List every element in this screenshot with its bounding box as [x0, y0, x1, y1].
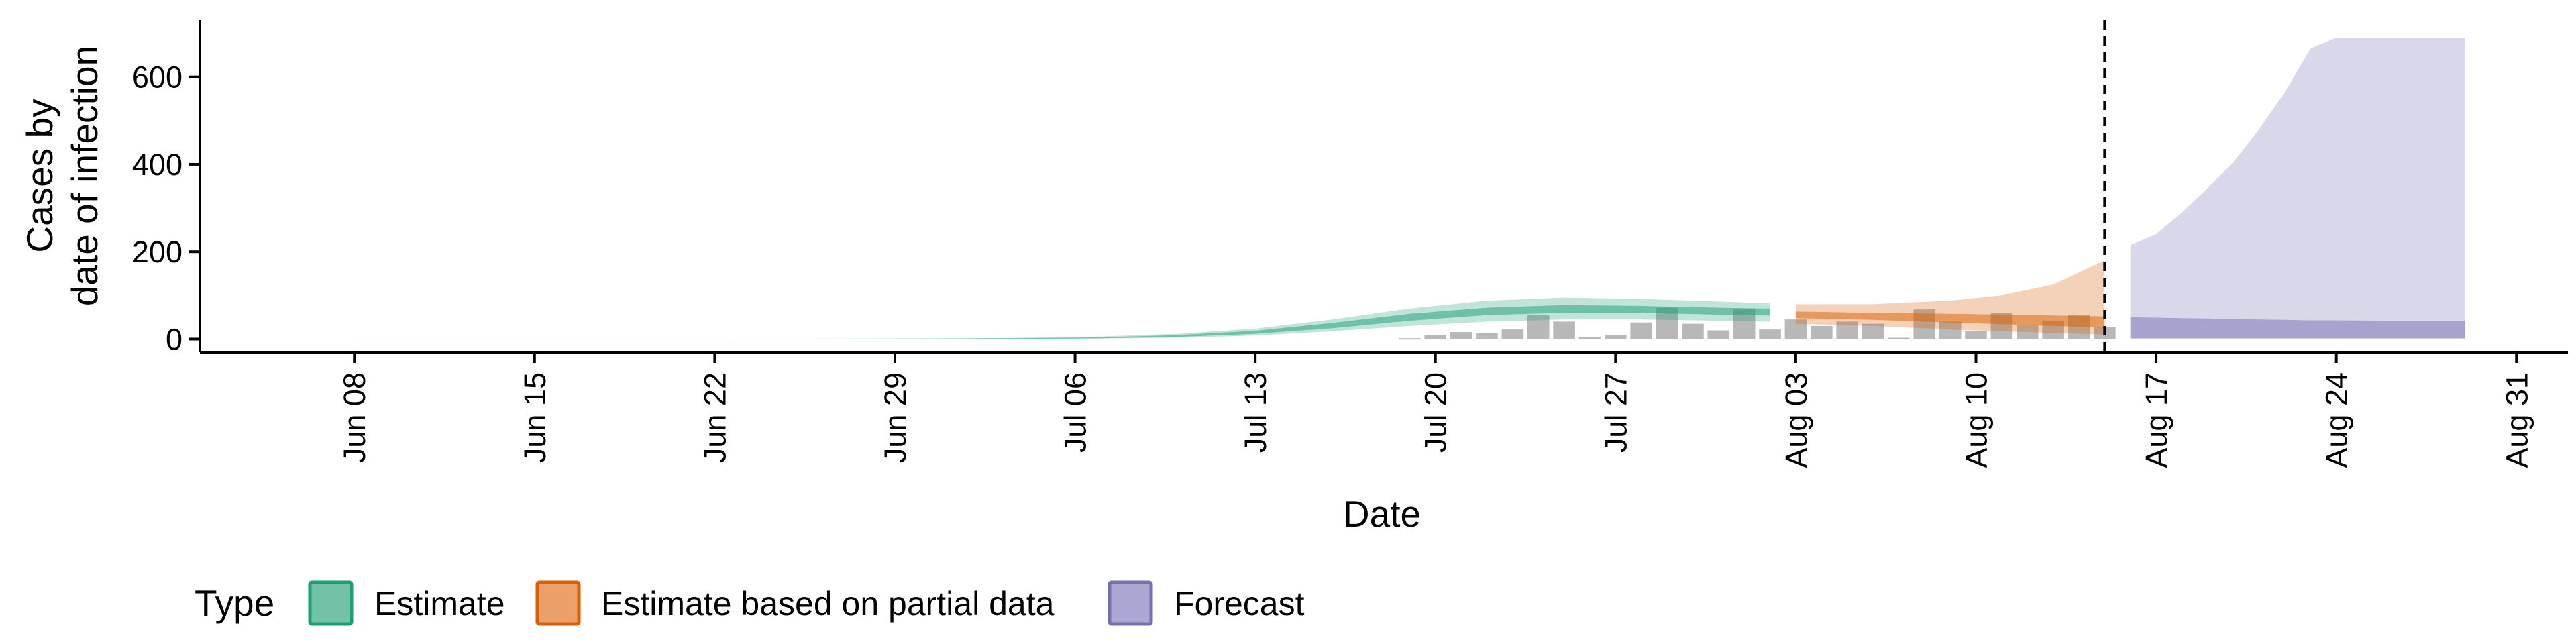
series-outer-band [2130, 38, 2465, 339]
y-axis-title-line-2: date of infection [64, 46, 105, 306]
x-tick-label: Aug 31 [2500, 372, 2534, 468]
series-estimate-based-on-partial-data [1795, 260, 2105, 335]
series-inner-band [303, 305, 1770, 339]
observed-cases-bar [1578, 337, 1601, 339]
observed-cases-bar [1527, 315, 1550, 339]
series-inner-band [2130, 317, 2465, 339]
y-tick-label: 0 [166, 322, 182, 356]
observed-cases-bar [1424, 334, 1447, 339]
axes [199, 20, 2568, 354]
observed-cases-bar [1630, 322, 1653, 339]
x-tick-label: Jun 29 [878, 372, 912, 463]
y-tick-label: 600 [132, 60, 182, 95]
observed-cases-bar [1810, 325, 1833, 339]
observed-cases-bar [1450, 332, 1472, 339]
legend: Type Estimate Estimate based on partial … [195, 580, 1305, 626]
y-axis-title-line-1: Cases by [19, 99, 60, 253]
observed-cases-bar [1707, 330, 1730, 339]
x-tick-label: Aug 03 [1779, 372, 1813, 468]
observed-cases-bar [1605, 334, 1627, 339]
legend-label-forecast: Forecast [1174, 585, 1305, 623]
x-tick-label: Aug 17 [2139, 372, 2174, 468]
series-bands [303, 38, 2465, 339]
x-tick-label: Aug 10 [1960, 372, 1994, 468]
y-tick-label: 400 [132, 148, 182, 182]
observed-cases-bar [1862, 323, 1884, 339]
series-outer-band [303, 297, 1770, 339]
observed-cases-bar [1682, 323, 1704, 339]
series-inner-band [1795, 311, 2105, 328]
observed-cases-bar [1476, 333, 1498, 339]
observed-cases-bar [1501, 329, 1524, 339]
observed-cases-bar [1759, 329, 1781, 339]
x-axis-title: Date [1343, 493, 1421, 535]
legend-label-partial: Estimate based on partial data [601, 585, 1055, 623]
x-tick-label: Jun 22 [698, 372, 732, 463]
series-estimate [303, 297, 1770, 339]
y-tick-label: 200 [132, 235, 182, 269]
y-axis-ticks: 0 200 400 600 [132, 60, 200, 356]
x-tick-label: Jul 13 [1238, 372, 1273, 453]
observed-cases-bar [1553, 321, 1575, 339]
x-tick-label: Jul 20 [1419, 372, 1453, 453]
observed-cases-bar [1939, 321, 1962, 339]
x-tick-label: Jun 15 [518, 372, 552, 463]
legend-label-estimate: Estimate [374, 585, 505, 623]
observed-cases-bar [1399, 338, 1421, 340]
x-tick-label: Aug 24 [2320, 372, 2354, 468]
x-tick-label: Jul 27 [1599, 372, 1633, 453]
observed-cases-bar [1784, 319, 1807, 339]
legend-title: Type [195, 582, 274, 624]
observed-cases-bar [1888, 337, 1910, 339]
legend-key-estimate [308, 580, 354, 626]
observed-cases-bar [2016, 325, 2039, 339]
observed-cases-bar [1836, 321, 1858, 339]
series-forecast [2130, 38, 2465, 339]
legend-key-partial [535, 580, 581, 626]
x-axis-ticks: Jun 08 Jun 15 Jun 22 Jun 29 Jul 06 Jul 13 Jul … [337, 352, 2534, 468]
observed-cases-bar [1965, 331, 1987, 339]
x-tick-label: Jul 06 [1059, 372, 1093, 453]
x-tick-label: Jun 08 [337, 372, 372, 463]
legend-key-forecast [1108, 580, 1153, 626]
